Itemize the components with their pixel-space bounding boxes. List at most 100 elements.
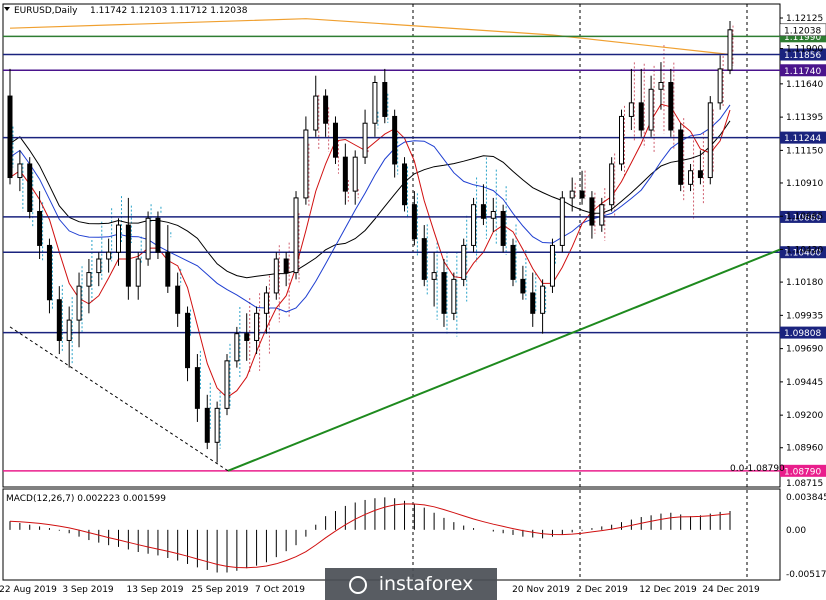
candle-body	[638, 102, 644, 131]
level-label-bg	[780, 464, 826, 477]
candle-body	[668, 81, 674, 131]
candle-body	[86, 272, 92, 287]
candle-body	[411, 204, 417, 240]
candle-body	[254, 312, 260, 341]
candle-body	[96, 258, 102, 274]
candle-body	[500, 210, 506, 246]
candle-body	[609, 163, 615, 206]
candle-body	[569, 190, 575, 199]
candle-body	[589, 197, 595, 226]
candle-body	[194, 367, 200, 409]
candle-body	[579, 190, 585, 199]
candle-body	[441, 272, 447, 314]
price-tick-label: 1.09690	[786, 345, 823, 355]
price-tick-label: 1.11900	[786, 45, 823, 55]
candle-body	[135, 258, 141, 287]
candle-body	[549, 244, 555, 287]
price-tick-label: 1.09935	[786, 311, 823, 321]
level-label: 1.11990	[784, 33, 821, 43]
candle-body	[372, 81, 378, 124]
candle-body	[461, 244, 467, 280]
candle-body	[648, 88, 654, 131]
candle-body	[392, 115, 398, 165]
price-tick-label: 1.11640	[786, 80, 823, 90]
candle-body	[352, 156, 358, 192]
candle-body	[530, 292, 536, 314]
trendline-dashed	[9, 326, 229, 472]
level-label: 1.08790	[784, 467, 821, 477]
candle-body	[234, 333, 240, 362]
macd-tick-label: -0.005176	[786, 570, 826, 580]
candle-body	[313, 95, 319, 131]
candle-body	[204, 407, 210, 443]
candle-body	[303, 129, 309, 199]
chart-header-ohlc: 1.11742 1.12103 1.11712 1.12038	[90, 6, 248, 16]
macd-tick-label: 0.003845	[786, 493, 826, 503]
price-tick-label: 1.09445	[786, 378, 823, 388]
candle-body	[619, 115, 625, 165]
candle-body	[66, 319, 72, 341]
candle-body	[76, 285, 82, 321]
current-price-bg	[779, 23, 826, 37]
time-axis-label: 22 Aug 2019	[0, 585, 57, 595]
candle-body	[244, 333, 250, 341]
candle-body	[175, 285, 181, 314]
level-label: 1.11740	[784, 67, 821, 77]
price-panel-frame	[2, 3, 781, 488]
watermark-logo-icon	[348, 575, 367, 594]
candle-body	[214, 407, 220, 443]
candle-body	[520, 278, 526, 294]
candle-body	[471, 204, 477, 246]
candle-body	[599, 204, 605, 226]
candle-body	[145, 217, 151, 260]
macd-tick-label: 0.00	[786, 526, 806, 536]
price-tick-label: 1.10910	[786, 179, 823, 189]
candle-body	[7, 95, 13, 179]
candle-body	[323, 95, 329, 124]
candle-body	[559, 197, 565, 246]
level-label: 1.10400	[784, 249, 821, 259]
chart-header-symbol: EURUSD,Daily	[14, 6, 78, 16]
candle-body	[628, 102, 634, 117]
level-label: 1.09808	[784, 329, 821, 339]
level-label-bg	[780, 246, 826, 259]
header-triangle-icon	[4, 7, 10, 11]
candle-body	[431, 272, 437, 280]
candle-body	[688, 170, 694, 185]
candle-body	[382, 81, 388, 117]
level-label: 1.10660	[784, 213, 821, 223]
price-tick-label: 1.11150	[786, 146, 823, 156]
candle-body	[273, 258, 279, 294]
candle-body	[155, 217, 161, 253]
level-label: 1.11856	[784, 51, 821, 61]
candle-body	[224, 360, 230, 409]
candlestick-series	[7, 20, 733, 463]
candle-body	[185, 312, 191, 369]
candle-body	[451, 278, 457, 314]
ma-black-line	[9, 120, 731, 279]
candle-body	[540, 285, 546, 314]
candle-body	[658, 81, 664, 90]
price-tick-label: 1.08960	[786, 444, 823, 454]
candle-body	[283, 258, 289, 274]
candle-body	[717, 68, 723, 104]
candle-body	[727, 29, 733, 71]
time-axis-label: 25 Sep 2019	[191, 585, 248, 595]
trendline-support	[227, 248, 781, 472]
level-label: 1.11244	[784, 134, 821, 144]
macd-panel: 0.003845 0.00 -0.005176	[9, 493, 826, 580]
moving-averages	[9, 18, 731, 399]
price-tick-label: 1.10420	[786, 246, 823, 256]
macd-header: MACD(12,26,7) 0.002223 0.001599	[6, 494, 166, 504]
candle-body	[106, 251, 112, 260]
level-label-bg	[780, 30, 826, 43]
price-tick-label: 1.11395	[786, 113, 823, 123]
time-axis-label: 3 Sep 2019	[62, 585, 114, 595]
time-axis-label: 24 Dec 2019	[702, 585, 760, 595]
time-axis-label: 13 Sep 2019	[126, 585, 183, 595]
price-tick-label: 1.09200	[786, 411, 823, 421]
level-label-bg	[780, 48, 826, 61]
candle-body	[263, 292, 269, 314]
